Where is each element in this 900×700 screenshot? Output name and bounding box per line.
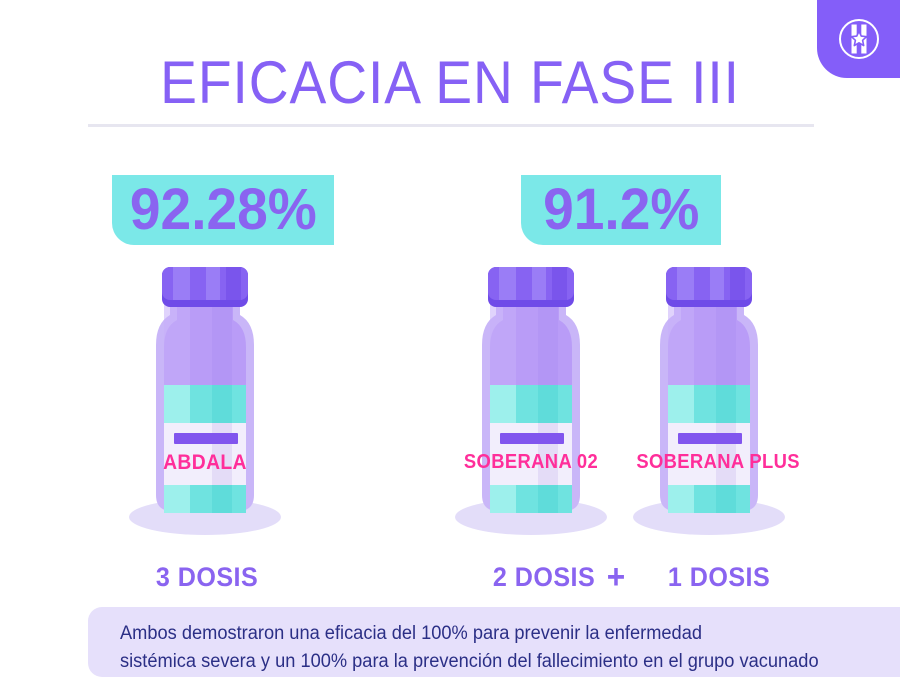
- dose-count-soberana-plus: 1 DOSIS: [667, 562, 771, 592]
- efficacy-value: 91.2%: [542, 177, 700, 242]
- cuba-flag-star-circle-icon: [837, 17, 881, 61]
- vaccine-vial-soberana-02: SOBERANA 02: [452, 265, 610, 545]
- footnote-line-1: Ambos demostraron una eficacia del 100% …: [120, 623, 702, 644]
- dose-count-soberana-02: 2 DOSIS: [492, 562, 596, 592]
- dose-plus-separator: +: [606, 558, 626, 596]
- brand-badge: [817, 0, 900, 78]
- footnote-panel: Ambos demostraron una eficacia del 100% …: [88, 607, 900, 677]
- vaccine-vial-soberana-plus: SOBERANA PLUS: [630, 265, 800, 545]
- dose-count-abdala: 3 DOSIS: [155, 562, 259, 592]
- efficacy-badge-soberana: 91.2%: [521, 175, 721, 245]
- vial-illustration: [129, 267, 281, 535]
- page-title: EFICACIA EN FASE III: [160, 49, 740, 116]
- vial-illustration: [633, 267, 785, 535]
- vial-illustration: [455, 267, 607, 535]
- efficacy-value: 92.28%: [129, 177, 317, 242]
- title-divider: [88, 124, 814, 127]
- efficacy-badge-abdala: 92.28%: [112, 175, 334, 245]
- vaccine-vial-abdala: ABDALA: [126, 265, 284, 545]
- footnote-line-2: sistémica severa y un 100% para la preve…: [120, 650, 819, 672]
